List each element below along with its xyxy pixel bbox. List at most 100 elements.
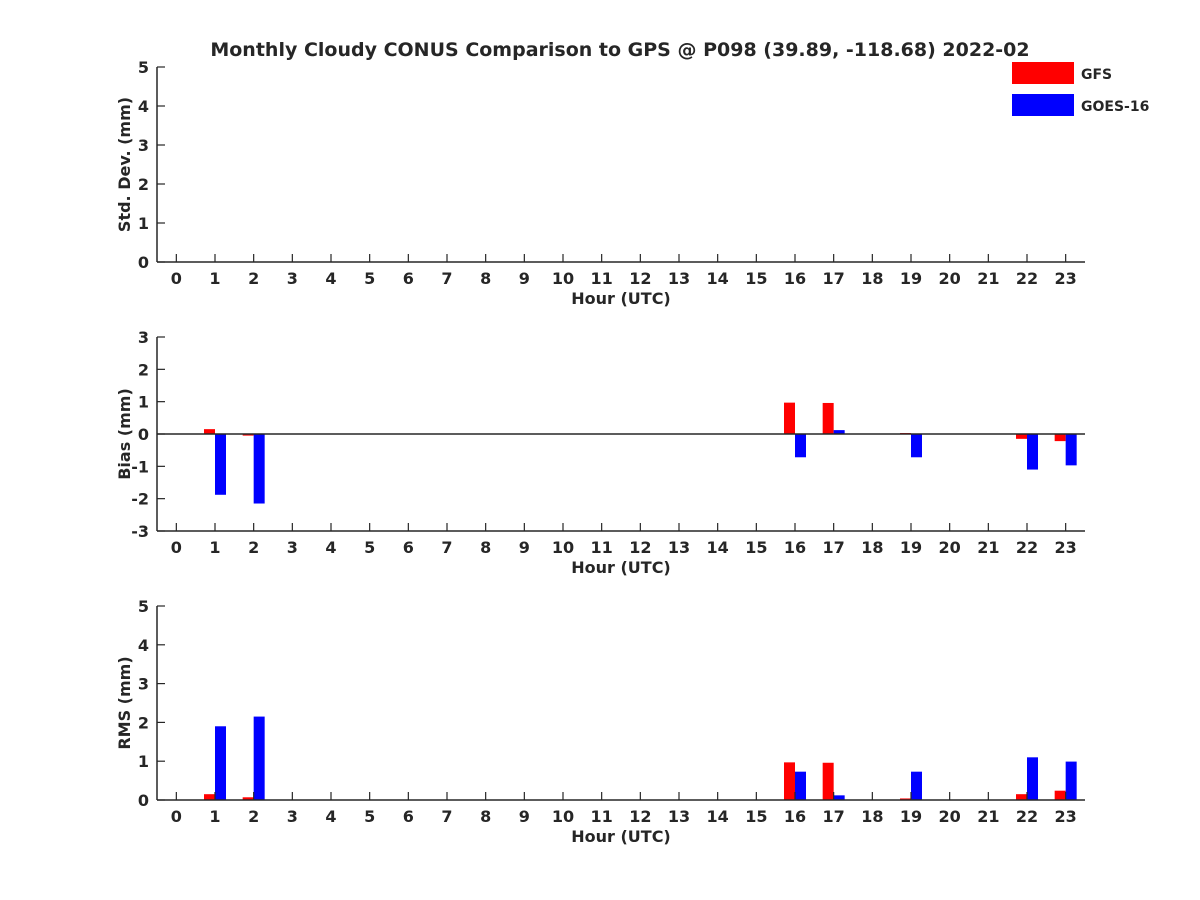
y-tick-label: 0 <box>138 425 149 444</box>
x-tick-label: 3 <box>287 538 298 557</box>
x-tick-label: 17 <box>823 807 845 826</box>
legend: GFS GOES-16 <box>1012 62 1149 116</box>
x-tick-label: 20 <box>939 807 961 826</box>
y-axis-label: RMS (mm) <box>115 656 134 749</box>
x-tick-label: 6 <box>403 269 414 288</box>
x-tick-label: 8 <box>480 807 491 826</box>
x-tick-label: 23 <box>1055 538 1077 557</box>
x-tick-label: 19 <box>900 538 922 557</box>
legend-label-goes16: GOES-16 <box>1081 99 1149 115</box>
x-tick-label: 2 <box>248 538 259 557</box>
y-tick-label: 3 <box>138 136 149 155</box>
x-tick-label: 21 <box>977 807 999 826</box>
bar-goes16-hour-19 <box>911 434 922 458</box>
y-tick-label: 3 <box>138 675 149 694</box>
x-tick-label: 7 <box>441 807 452 826</box>
y-tick-label: 1 <box>138 752 149 771</box>
x-tick-label: 6 <box>403 538 414 557</box>
x-tick-label: 10 <box>552 269 574 288</box>
x-tick-label: 10 <box>552 538 574 557</box>
x-tick-label: 12 <box>629 269 651 288</box>
x-tick-label: 5 <box>364 269 375 288</box>
x-tick-label: 6 <box>403 807 414 826</box>
chart-title: Monthly Cloudy CONUS Comparison to GPS @… <box>210 39 1029 61</box>
bar-goes16-hour-16 <box>795 771 806 800</box>
x-tick-label: 2 <box>248 807 259 826</box>
bar-gfs-hour-23 <box>1054 790 1066 800</box>
y-tick-label: 2 <box>138 360 149 379</box>
x-tick-label: 0 <box>171 538 182 557</box>
x-tick-label: 22 <box>1016 269 1038 288</box>
x-tick-label: 7 <box>441 538 452 557</box>
bar-gfs-hour-1 <box>204 794 215 800</box>
bar-gfs-hour-23 <box>1054 434 1066 442</box>
y-tick-label: 1 <box>138 214 149 233</box>
bar-goes16-hour-17 <box>833 430 845 434</box>
x-tick-label: 22 <box>1016 807 1038 826</box>
x-tick-label: 11 <box>591 807 613 826</box>
x-tick-label: 4 <box>325 807 336 826</box>
x-tick-label: 17 <box>823 538 845 557</box>
x-tick-label: 5 <box>364 538 375 557</box>
x-tick-label: 15 <box>745 269 767 288</box>
x-tick-label: 16 <box>784 807 806 826</box>
x-tick-label: 9 <box>519 807 530 826</box>
bar-gfs-hour-19 <box>900 798 911 800</box>
y-tick-label: -2 <box>131 490 149 509</box>
x-tick-label: 13 <box>668 538 690 557</box>
bar-gfs-hour-17 <box>822 402 834 434</box>
x-tick-label: 1 <box>209 269 220 288</box>
y-axis-label: Std. Dev. (mm) <box>115 97 134 232</box>
x-tick-label: 5 <box>364 807 375 826</box>
x-tick-label: 11 <box>591 538 613 557</box>
y-tick-label: 3 <box>138 328 149 347</box>
y-tick-label: 2 <box>138 175 149 194</box>
x-tick-label: 18 <box>861 269 883 288</box>
x-tick-label: 19 <box>900 807 922 826</box>
bar-goes16-hour-22 <box>1027 434 1038 470</box>
bar-goes16-hour-23 <box>1065 761 1077 800</box>
bar-gfs-hour-22 <box>1016 794 1027 800</box>
bar-goes16-hour-2 <box>253 434 265 504</box>
bar-gfs-hour-2 <box>242 797 254 800</box>
x-tick-label: 1 <box>209 538 220 557</box>
x-tick-label: 3 <box>287 269 298 288</box>
x-tick-label: 18 <box>861 807 883 826</box>
x-tick-label: 21 <box>977 538 999 557</box>
y-tick-label: 2 <box>138 713 149 732</box>
bar-goes16-hour-23 <box>1065 434 1077 466</box>
y-tick-label: 5 <box>138 597 149 616</box>
bar-gfs-hour-1 <box>204 429 215 434</box>
x-tick-label: 13 <box>668 269 690 288</box>
bar-gfs-hour-2 <box>242 434 254 436</box>
y-tick-label: 0 <box>138 253 149 272</box>
bar-goes16-hour-17 <box>833 795 845 800</box>
y-tick-label: -3 <box>131 522 149 541</box>
y-tick-label: 0 <box>138 791 149 810</box>
x-tick-label: 1 <box>209 807 220 826</box>
y-tick-label: 4 <box>138 97 149 116</box>
x-tick-label: 9 <box>519 538 530 557</box>
bar-goes16-hour-19 <box>911 771 922 800</box>
x-tick-label: 16 <box>784 269 806 288</box>
x-axis-label: Hour (UTC) <box>571 827 671 846</box>
bar-gfs-hour-22 <box>1016 434 1027 439</box>
x-tick-label: 23 <box>1055 269 1077 288</box>
bar-gfs-hour-16 <box>784 762 795 800</box>
legend-label-gfs: GFS <box>1081 67 1112 83</box>
x-tick-label: 12 <box>629 538 651 557</box>
x-tick-label: 14 <box>707 269 729 288</box>
x-tick-label: 7 <box>441 269 452 288</box>
bar-goes16-hour-2 <box>253 716 265 800</box>
x-tick-label: 18 <box>861 538 883 557</box>
y-tick-label: 1 <box>138 393 149 412</box>
x-tick-label: 21 <box>977 269 999 288</box>
legend-swatch-gfs <box>1012 62 1074 84</box>
y-tick-label: 4 <box>138 636 149 655</box>
x-tick-label: 0 <box>171 269 182 288</box>
x-tick-label: 20 <box>939 538 961 557</box>
